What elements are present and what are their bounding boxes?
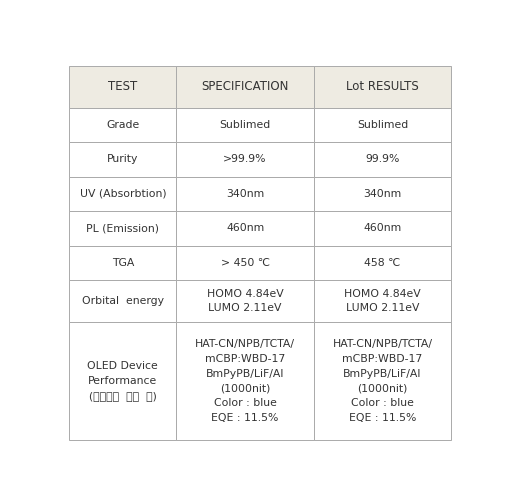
Bar [314, 245, 451, 280]
Bar [176, 66, 314, 108]
Bar [314, 280, 451, 322]
Text: OLED Device
Performance
(수요기업  요청  시): OLED Device Performance (수요기업 요청 시) [87, 361, 158, 401]
Text: Purity: Purity [107, 154, 139, 164]
Text: 460nm: 460nm [226, 223, 264, 233]
Text: UV (Absorbtion): UV (Absorbtion) [80, 189, 166, 199]
Text: >99.9%: >99.9% [224, 154, 267, 164]
Text: HOMO 4.84eV
LUMO 2.11eV: HOMO 4.84eV LUMO 2.11eV [207, 289, 283, 314]
Bar [70, 211, 176, 245]
Bar [176, 177, 314, 211]
Text: Sublimed: Sublimed [357, 120, 408, 130]
Text: 340nm: 340nm [363, 189, 402, 199]
Bar [314, 108, 451, 142]
Bar [70, 108, 176, 142]
Bar [70, 280, 176, 322]
Bar [70, 322, 176, 440]
Bar [176, 322, 314, 440]
Bar [314, 322, 451, 440]
Text: PL (Emission): PL (Emission) [86, 223, 160, 233]
Text: HOMO 4.84eV
LUMO 2.11eV: HOMO 4.84eV LUMO 2.11eV [344, 289, 421, 314]
Text: Lot RESULTS: Lot RESULTS [346, 80, 419, 93]
Text: 99.9%: 99.9% [365, 154, 400, 164]
Bar [176, 142, 314, 177]
Bar [176, 108, 314, 142]
Bar [70, 142, 176, 177]
Bar [70, 177, 176, 211]
Text: Grade: Grade [106, 120, 140, 130]
Bar [314, 177, 451, 211]
Text: SPECIFICATION: SPECIFICATION [201, 80, 289, 93]
Bar [70, 66, 176, 108]
Bar [176, 280, 314, 322]
Text: Orbital  energy: Orbital energy [82, 296, 164, 306]
Text: > 450 ℃: > 450 ℃ [220, 258, 270, 268]
Text: 340nm: 340nm [226, 189, 264, 199]
Text: TEST: TEST [108, 80, 138, 93]
Text: HAT-CN/NPB/TCTA/
mCBP:WBD-17
BmPyPB/LiF/Al
(1000nit)
Color : blue
EQE : 11.5%: HAT-CN/NPB/TCTA/ mCBP:WBD-17 BmPyPB/LiF/… [195, 339, 295, 423]
Bar [176, 245, 314, 280]
Text: TGA: TGA [112, 258, 134, 268]
Bar [314, 211, 451, 245]
Text: Sublimed: Sublimed [219, 120, 271, 130]
Bar [70, 245, 176, 280]
Text: HAT-CN/NPB/TCTA/
mCBP:WBD-17
BmPyPB/LiF/Al
(1000nit)
Color : blue
EQE : 11.5%: HAT-CN/NPB/TCTA/ mCBP:WBD-17 BmPyPB/LiF/… [333, 339, 432, 423]
Bar [314, 66, 451, 108]
Bar [314, 142, 451, 177]
Text: 458 ℃: 458 ℃ [364, 258, 401, 268]
Text: 460nm: 460nm [363, 223, 402, 233]
Bar [176, 211, 314, 245]
